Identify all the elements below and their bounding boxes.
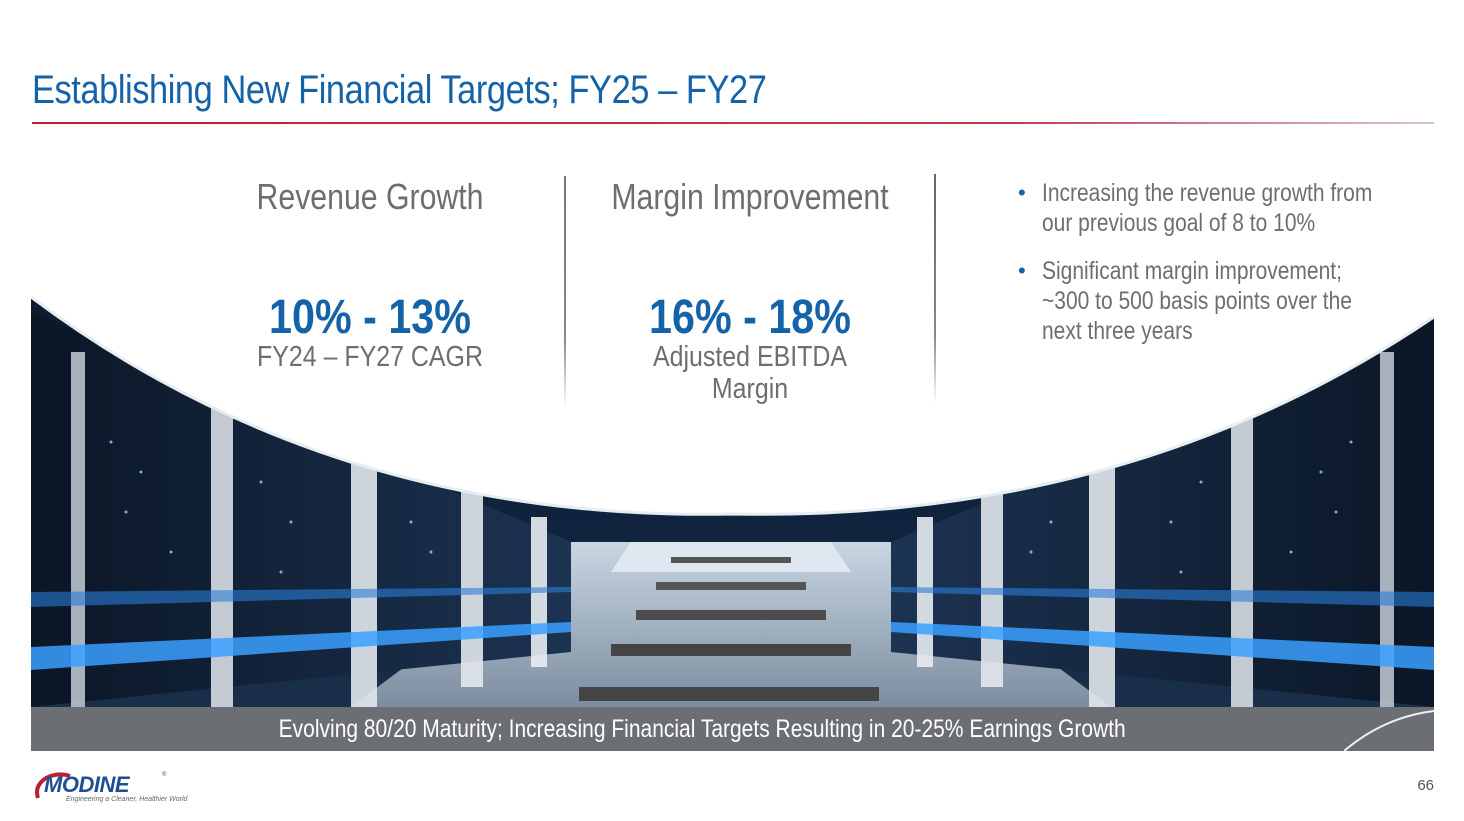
margin-improvement-block: Margin Improvement 16% - 18% Adjusted EB… <box>580 176 920 405</box>
margin-improvement-heading: Margin Improvement <box>611 176 889 217</box>
column-divider <box>934 174 936 404</box>
column-divider <box>564 176 566 408</box>
bullet-icon: • <box>1018 180 1026 205</box>
bullet-text: Increasing the revenue growth from our p… <box>1042 179 1373 237</box>
revenue-growth-value: 10% - 13% <box>269 291 471 344</box>
bullet-icon: • <box>1018 258 1026 283</box>
company-logo: MODINE ® Engineering a Cleaner, Healthie… <box>32 768 187 808</box>
logo-wordmark: MODINE <box>44 772 130 797</box>
trademark-mark: ® <box>162 772 167 778</box>
revenue-growth-block: Revenue Growth 10% - 13% FY24 – FY27 CAG… <box>220 176 520 373</box>
page-number: 66 <box>1417 777 1434 794</box>
list-item: • Increasing the revenue growth from our… <box>1018 178 1438 238</box>
margin-improvement-subtitle-line1: Adjusted EBITDA <box>652 341 848 373</box>
bullet-text: Significant margin improvement; ~300 to … <box>1042 257 1352 345</box>
swoosh-decoration-icon <box>1344 710 1434 751</box>
key-points-list: • Increasing the revenue growth from our… <box>1018 178 1438 364</box>
revenue-growth-subtitle: FY24 – FY27 CAGR <box>257 341 483 373</box>
margin-improvement-subtitle-line2: Margin <box>711 373 789 405</box>
margin-improvement-value: 16% - 18% <box>649 291 851 344</box>
list-item: • Significant margin improvement; ~300 t… <box>1018 256 1438 346</box>
logo-tagline: Engineering a Cleaner, Healthier World <box>66 796 188 803</box>
data-center-illustration <box>31 292 1434 707</box>
summary-banner: Evolving 80/20 Maturity; Increasing Fina… <box>31 707 1434 751</box>
slide-title: Establishing New Financial Targets; FY25… <box>32 68 767 112</box>
title-rule <box>32 122 1434 124</box>
revenue-growth-heading: Revenue Growth <box>256 176 484 217</box>
summary-banner-text: Evolving 80/20 Maturity; Increasing Fina… <box>278 714 1127 743</box>
logo-swoosh-icon <box>35 772 71 799</box>
data-center-image <box>31 292 1434 707</box>
